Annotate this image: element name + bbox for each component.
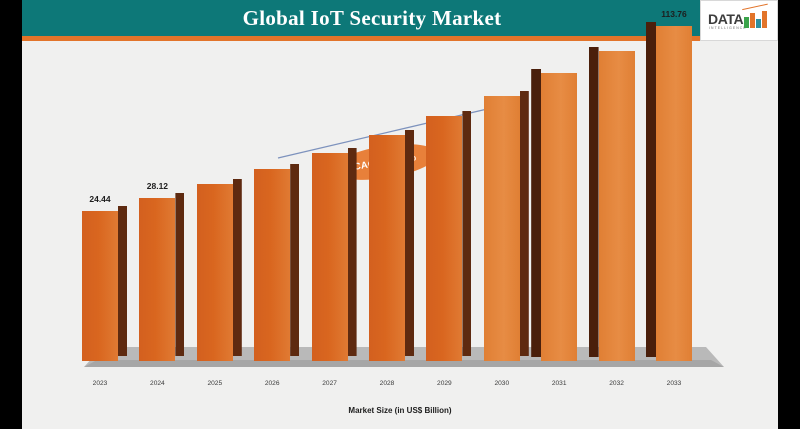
bar-2024[interactable]: 28.12 bbox=[139, 181, 185, 361]
bar-value-label: 24.44 bbox=[89, 194, 111, 204]
bar-2023[interactable]: 24.44 bbox=[82, 194, 127, 361]
logo-wordmark: DATA bbox=[708, 10, 744, 27]
x-axis-tick-2030: 2030 bbox=[494, 380, 510, 387]
logo-tagline: INTELLIGENCE bbox=[709, 25, 747, 30]
bar-front-face bbox=[541, 73, 578, 361]
bar-2033[interactable]: 113.76 bbox=[646, 9, 692, 361]
bar-2028[interactable] bbox=[369, 130, 414, 361]
bar-2025[interactable] bbox=[196, 179, 242, 361]
bar-side-face bbox=[232, 179, 242, 356]
bar-front-face bbox=[598, 51, 635, 361]
bar-side-face bbox=[519, 91, 529, 356]
x-axis-tick-2032: 2032 bbox=[609, 380, 624, 387]
bar-side-face bbox=[531, 69, 542, 357]
bar-2032[interactable] bbox=[588, 47, 635, 361]
bar-2026[interactable] bbox=[254, 164, 300, 361]
bar-front-face bbox=[369, 135, 405, 361]
bar-side-face bbox=[175, 193, 185, 356]
bar-front-face bbox=[656, 26, 692, 361]
bar-front-face bbox=[196, 184, 233, 361]
chart-floor-shade bbox=[84, 360, 724, 367]
logo-chart-bar-icon bbox=[750, 12, 755, 28]
x-axis-tick-2023: 2023 bbox=[92, 380, 108, 387]
bar-front-face bbox=[254, 169, 291, 361]
x-axis-tick-2031: 2031 bbox=[551, 380, 567, 387]
bar-front-face bbox=[82, 211, 118, 361]
bar-series: 24.44 2023 28.12 2024 2025 2026 2027 2028 2029 20… bbox=[22, 9, 778, 429]
bar-side-face bbox=[588, 47, 599, 357]
bar-side-face bbox=[462, 111, 472, 356]
bar-front-face bbox=[311, 153, 348, 361]
x-axis-tick-2024: 2024 bbox=[150, 380, 165, 387]
bar-front-face bbox=[426, 116, 463, 361]
x-axis-tick-2027: 2027 bbox=[322, 380, 337, 387]
x-axis-tick-2025: 2025 bbox=[207, 380, 223, 387]
logo-chart-bar-icon bbox=[756, 18, 761, 28]
bar-value-label: 28.12 bbox=[146, 181, 169, 191]
x-axis-tick-2026: 2026 bbox=[264, 380, 280, 387]
x-axis-tick-2028: 2028 bbox=[379, 380, 395, 387]
bar-side-face bbox=[646, 22, 656, 357]
logo-inner: DATA INTELLIGENCE bbox=[707, 3, 771, 34]
bar-2029[interactable] bbox=[426, 111, 472, 361]
chart-plot-area: CAGR: 16.8% 24.44202328.1220242025202620… bbox=[22, 9, 778, 429]
bar-side-face bbox=[347, 148, 357, 356]
logo-chart-bar-icon bbox=[762, 10, 767, 28]
bar-front-face bbox=[139, 198, 176, 361]
bar-2030[interactable] bbox=[483, 91, 529, 361]
header-bar: Global IoT Security Market bbox=[22, 0, 778, 36]
chart-frame: Global IoT Security Market DATA INTELLIG… bbox=[22, 0, 778, 429]
bar-2031[interactable] bbox=[531, 69, 578, 361]
x-axis-tick-2029: 2029 bbox=[437, 380, 452, 387]
bar-side-face bbox=[118, 206, 127, 356]
page-title: Global IoT Security Market bbox=[242, 6, 502, 30]
bar-side-face bbox=[290, 164, 300, 356]
x-axis-title: Market Size (in US$ Billion) bbox=[348, 406, 452, 415]
bar-side-face bbox=[405, 130, 414, 356]
bar-value-label: 113.76 bbox=[661, 9, 687, 19]
bar-2027[interactable] bbox=[311, 148, 357, 361]
header-accent-stripe bbox=[22, 36, 778, 41]
logo-chart-bar-icon bbox=[744, 16, 749, 28]
bar-front-face bbox=[483, 96, 520, 361]
brand-logo[interactable]: DATA INTELLIGENCE bbox=[700, 0, 778, 41]
x-axis-tick-2033: 2033 bbox=[666, 380, 682, 387]
